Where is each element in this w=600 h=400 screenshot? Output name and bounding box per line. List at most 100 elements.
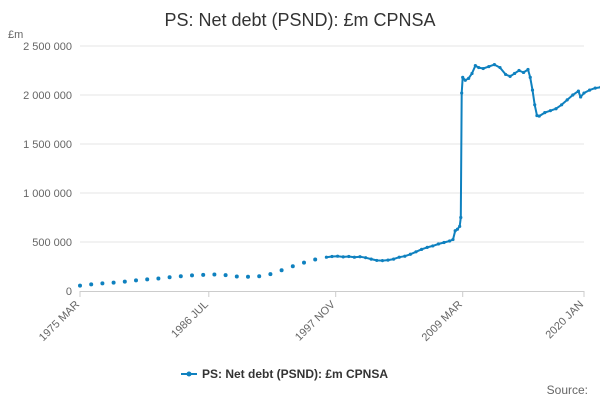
data-point	[442, 240, 446, 245]
data-point	[268, 272, 273, 277]
data-point	[512, 71, 517, 76]
y-axis: 0 500 000 1 000 000 1 500 000 2 000 000 2 500…	[23, 41, 72, 298]
y-tick-label: 1 500 000	[23, 139, 72, 151]
data-point	[190, 273, 194, 278]
data-point	[576, 89, 581, 93]
data-point	[473, 64, 477, 68]
data-point	[521, 70, 526, 75]
data-point	[451, 237, 455, 242]
data-point	[290, 264, 295, 269]
data-point	[336, 254, 340, 258]
data-point	[212, 272, 217, 277]
y-tick-label: 500 000	[32, 237, 72, 249]
source-label: Source:	[547, 383, 588, 397]
x-tick-label: 1997 NOV	[293, 298, 338, 343]
x-tick-label: 2009 MAR	[420, 299, 465, 344]
series-line	[326, 63, 600, 262]
data-point	[324, 255, 328, 259]
data-point	[455, 227, 460, 231]
data-point	[397, 255, 401, 259]
data-point	[528, 75, 532, 79]
data-point	[461, 75, 465, 79]
y-axis-unit-label: £m	[8, 29, 23, 41]
data-point	[467, 76, 471, 80]
x-axis: 1975 MAR 1986 JUL 1997 NOV 2009 MAR 2020 JAN	[37, 291, 586, 344]
data-point	[459, 215, 463, 220]
data-point	[492, 63, 496, 67]
legend-series-label: PS: Net debt (PSND): £m CPNSA	[202, 367, 388, 381]
data-point	[134, 278, 138, 283]
data-point	[498, 65, 502, 70]
data-point	[145, 277, 150, 282]
data-point	[156, 276, 161, 281]
data-point	[330, 254, 334, 259]
data-point	[588, 88, 592, 92]
gridlines	[80, 45, 584, 243]
data-point	[380, 259, 384, 263]
y-tick-label: 1 000 000	[23, 188, 72, 200]
data-point	[375, 258, 379, 263]
data-point	[582, 91, 586, 95]
data-point	[246, 274, 250, 279]
chart-title: PS: Net debt (PSND): £m CPNSA	[164, 10, 435, 30]
x-tick-label: 1975 MAR	[37, 299, 82, 344]
data-point	[504, 72, 508, 77]
data-point	[420, 247, 424, 251]
data-point	[313, 257, 318, 262]
data-point	[78, 283, 82, 288]
data-point	[460, 91, 464, 95]
data-point	[178, 274, 183, 279]
data-point	[358, 255, 362, 259]
data-point	[458, 224, 462, 228]
data-point	[548, 109, 553, 113]
data-point	[537, 114, 541, 118]
x-tick-label: 1986 JUL	[169, 299, 211, 341]
data-point	[448, 239, 452, 243]
data-point	[487, 64, 491, 69]
data-point	[369, 257, 373, 261]
data-point	[408, 252, 412, 256]
y-tick-label: 2 000 000	[23, 90, 72, 102]
data-point	[565, 98, 569, 102]
y-tick-label: 2 500 000	[23, 41, 72, 53]
data-point	[463, 78, 467, 82]
data-point	[593, 86, 597, 90]
data-point	[414, 250, 418, 254]
data-point	[234, 274, 239, 279]
data-point	[571, 93, 575, 97]
data-point	[436, 242, 440, 246]
data-point	[100, 281, 105, 286]
data-point	[341, 255, 345, 259]
data-point	[526, 67, 530, 72]
legend-point-marker	[186, 371, 192, 377]
data-point	[352, 255, 356, 259]
data-point	[201, 272, 206, 277]
data-point	[533, 103, 537, 107]
data-point	[167, 275, 172, 280]
data-point	[89, 282, 94, 287]
data-point	[508, 74, 512, 78]
data-point	[477, 65, 481, 70]
data-point	[554, 107, 558, 111]
series-group	[78, 63, 600, 288]
data-point	[111, 280, 116, 285]
legend[interactable]: PS: Net debt (PSND): £m CPNSA	[181, 367, 388, 381]
x-tick-label: 2020 JAN	[543, 299, 586, 342]
data-point	[392, 257, 396, 261]
data-point	[347, 254, 351, 259]
data-point	[425, 245, 429, 249]
data-point	[364, 256, 368, 260]
data-point	[386, 258, 390, 262]
data-point	[481, 66, 485, 71]
data-point	[279, 268, 284, 273]
data-point	[122, 279, 127, 284]
data-point	[403, 254, 407, 258]
data-point	[302, 260, 306, 265]
data-point	[543, 111, 547, 115]
data-point	[517, 68, 521, 73]
data-point	[431, 244, 435, 248]
data-point	[257, 274, 262, 279]
data-point	[530, 88, 535, 92]
data-point	[560, 103, 564, 107]
y-tick-label: 0	[66, 286, 72, 298]
